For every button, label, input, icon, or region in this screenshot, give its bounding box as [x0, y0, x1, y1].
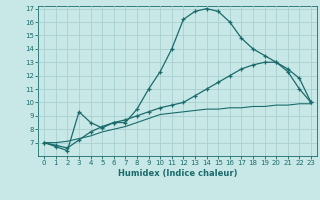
X-axis label: Humidex (Indice chaleur): Humidex (Indice chaleur) — [118, 169, 237, 178]
